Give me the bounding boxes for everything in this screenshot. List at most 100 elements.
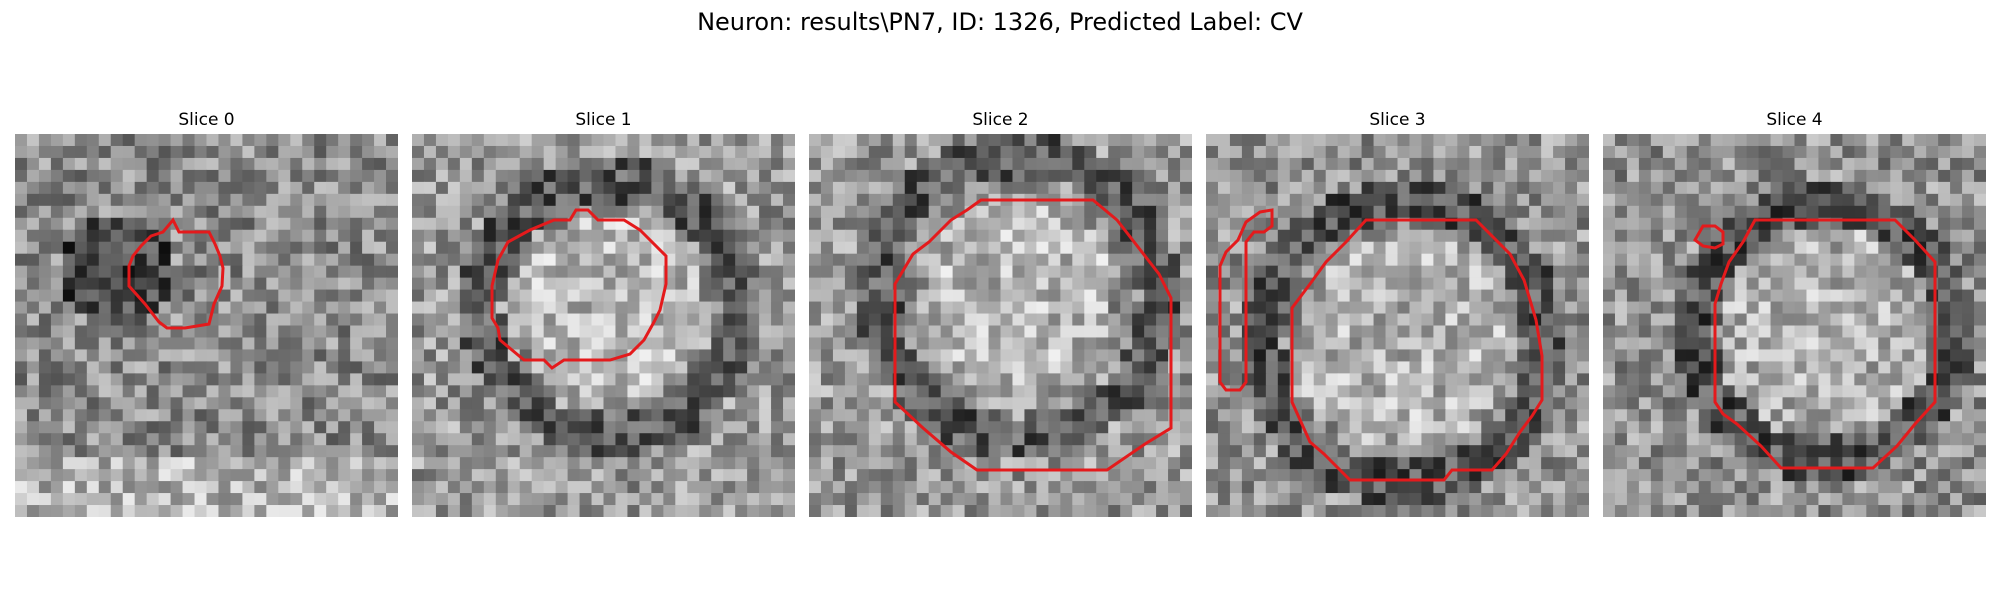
image-pixel xyxy=(759,469,772,482)
image-pixel xyxy=(483,145,497,159)
image-pixel xyxy=(254,229,267,243)
image-pixel xyxy=(326,337,339,351)
image-pixel xyxy=(266,481,279,494)
image-pixel xyxy=(1469,169,1482,183)
image-pixel xyxy=(50,169,64,183)
image-pixel xyxy=(1553,277,1566,291)
image-pixel xyxy=(1096,409,1109,422)
image-pixel xyxy=(507,361,521,374)
image-pixel xyxy=(916,289,930,303)
image-pixel xyxy=(1710,145,1724,159)
image-pixel xyxy=(964,409,978,422)
image-pixel xyxy=(1084,469,1097,482)
image-pixel xyxy=(1469,325,1482,339)
image-pixel xyxy=(1770,373,1784,386)
image-pixel xyxy=(1614,181,1628,195)
image-pixel xyxy=(206,349,220,363)
image-pixel xyxy=(1746,325,1760,339)
image-pixel xyxy=(699,337,712,351)
image-pixel xyxy=(603,397,617,410)
image-pixel xyxy=(1517,134,1530,147)
image-pixel xyxy=(1650,337,1664,351)
image-pixel xyxy=(278,373,291,386)
image-pixel xyxy=(1902,193,1915,207)
image-pixel xyxy=(1758,421,1772,434)
image-pixel xyxy=(1433,229,1446,243)
image-pixel xyxy=(266,337,279,351)
image-pixel xyxy=(591,145,605,159)
image-pixel xyxy=(1722,289,1736,303)
image-pixel xyxy=(338,445,351,458)
image-pixel xyxy=(976,325,990,339)
image-pixel xyxy=(122,169,136,183)
image-pixel xyxy=(350,205,363,219)
image-pixel xyxy=(1650,169,1664,183)
image-pixel xyxy=(1277,205,1291,219)
image-pixel xyxy=(1072,241,1085,255)
image-pixel xyxy=(1241,397,1255,410)
image-pixel xyxy=(1614,373,1628,386)
image-pixel xyxy=(338,373,351,386)
image-pixel xyxy=(844,505,858,517)
image-pixel xyxy=(230,181,244,195)
image-pixel xyxy=(1854,193,1867,207)
image-pixel xyxy=(1950,193,1963,207)
image-pixel xyxy=(1000,145,1014,159)
image-pixel xyxy=(1577,265,1589,279)
image-pixel xyxy=(1349,325,1363,339)
image-pixel xyxy=(1517,433,1530,446)
image-pixel xyxy=(1517,205,1530,219)
image-pixel xyxy=(892,469,906,482)
image-pixel xyxy=(483,361,497,374)
slice-image xyxy=(412,134,795,517)
image-pixel xyxy=(1517,241,1530,255)
image-pixel xyxy=(254,397,267,410)
image-pixel xyxy=(687,445,700,458)
image-pixel xyxy=(158,301,172,315)
image-pixel xyxy=(1770,301,1784,315)
image-pixel xyxy=(1301,445,1315,458)
image-pixel xyxy=(278,301,291,315)
image-pixel xyxy=(62,277,76,291)
image-pixel xyxy=(1206,145,1219,159)
image-pixel xyxy=(1036,481,1049,494)
image-pixel xyxy=(435,481,449,494)
image-pixel xyxy=(699,409,712,422)
image-pixel xyxy=(880,169,894,183)
image-pixel xyxy=(783,145,795,159)
image-pixel xyxy=(50,193,64,207)
image-pixel xyxy=(699,157,712,171)
image-pixel xyxy=(362,181,375,195)
image-pixel xyxy=(988,265,1002,279)
image-pixel xyxy=(1325,134,1339,147)
image-pixel xyxy=(1603,181,1616,195)
image-pixel xyxy=(38,169,52,183)
image-pixel xyxy=(579,493,593,506)
image-pixel xyxy=(412,289,425,303)
image-pixel xyxy=(1409,493,1423,506)
image-pixel xyxy=(374,134,387,147)
image-pixel xyxy=(1144,505,1157,517)
image-pixel xyxy=(675,301,688,315)
image-pixel xyxy=(988,505,1002,517)
image-pixel xyxy=(1421,385,1435,398)
image-pixel xyxy=(1156,493,1169,506)
image-pixel xyxy=(1421,265,1435,279)
image-pixel xyxy=(1938,361,1951,374)
image-pixel xyxy=(266,134,279,147)
image-pixel xyxy=(1120,325,1133,339)
image-pixel xyxy=(1229,505,1243,517)
image-pixel xyxy=(809,325,822,339)
image-pixel xyxy=(1722,193,1736,207)
image-pixel xyxy=(1349,301,1363,315)
image-pixel xyxy=(651,445,664,458)
image-pixel xyxy=(1866,205,1879,219)
image-pixel xyxy=(880,193,894,207)
image-pixel xyxy=(555,241,569,255)
image-pixel xyxy=(675,134,688,147)
image-pixel xyxy=(1842,277,1855,291)
image-pixel xyxy=(1096,289,1109,303)
image-pixel xyxy=(122,385,136,398)
image-pixel xyxy=(579,397,593,410)
image-pixel xyxy=(1385,169,1399,183)
